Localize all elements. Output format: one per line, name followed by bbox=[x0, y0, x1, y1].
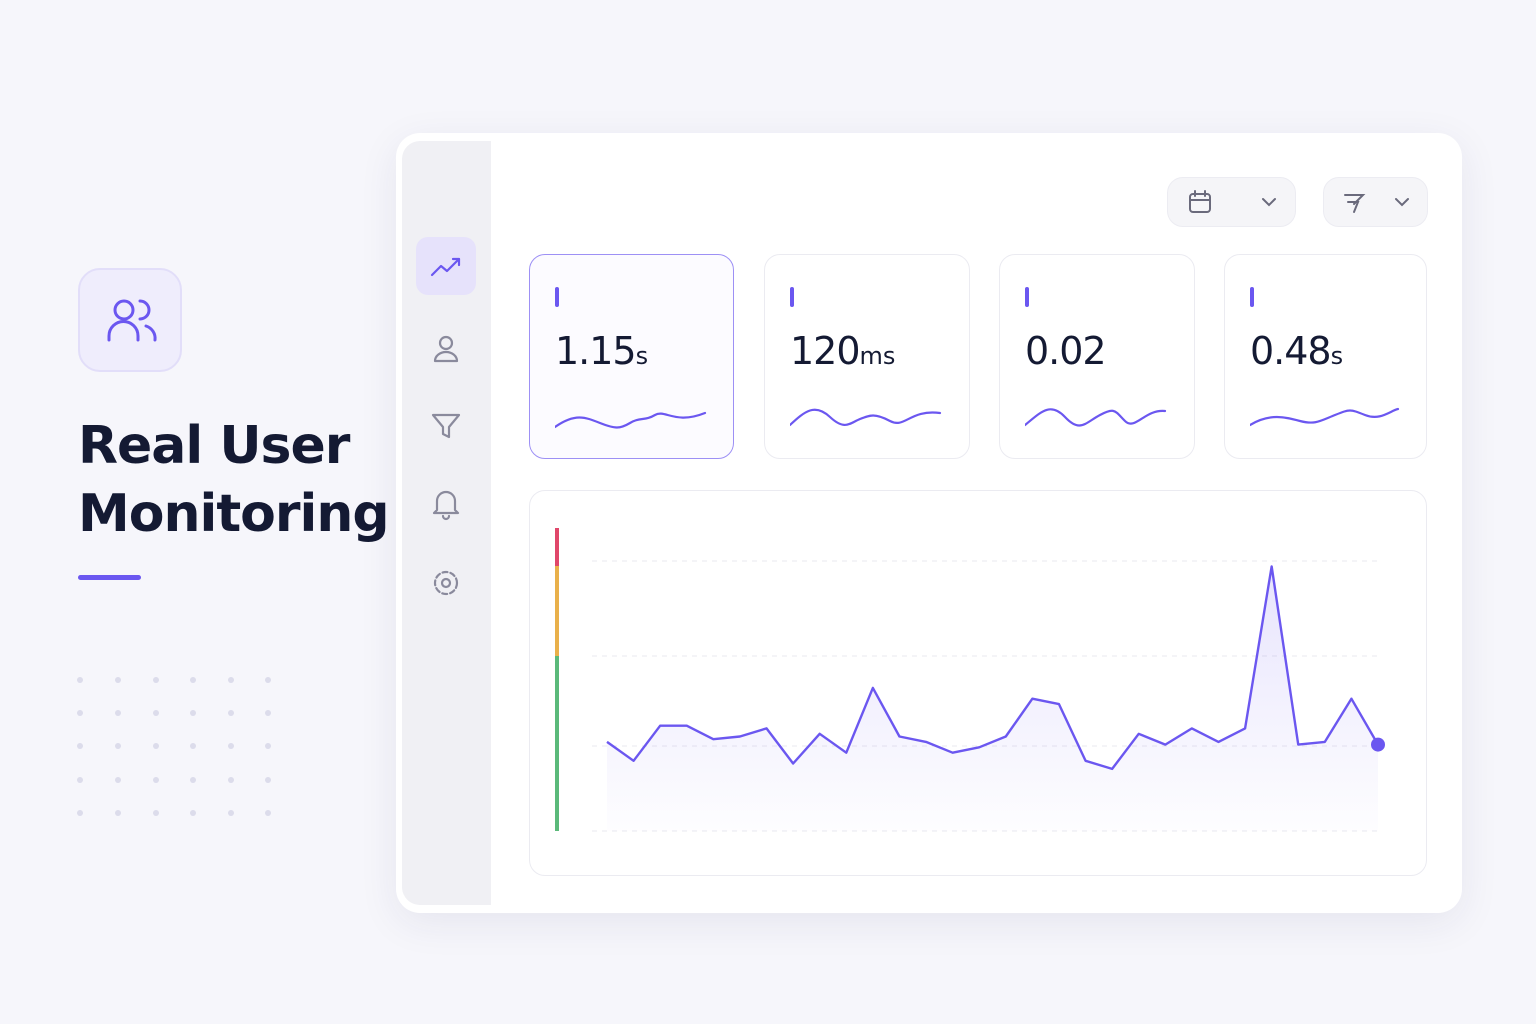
sparkline bbox=[1025, 408, 1167, 427]
filter-dropdown[interactable] bbox=[1323, 177, 1428, 227]
metric-value: 0.48s bbox=[1250, 329, 1343, 373]
metric-number: 0.02 bbox=[1025, 329, 1107, 373]
end-point bbox=[1371, 737, 1385, 752]
card-accent bbox=[790, 287, 794, 307]
metric-number: 1.15 bbox=[555, 329, 637, 373]
underline bbox=[78, 575, 141, 580]
sparkline bbox=[790, 408, 942, 427]
metric-value: 0.02 bbox=[1025, 329, 1107, 373]
threshold-mid bbox=[555, 566, 559, 656]
metric-number: 120 bbox=[790, 329, 861, 373]
threshold-good bbox=[555, 656, 559, 831]
hero-title: Real User Monitoring bbox=[78, 412, 390, 548]
title-line: Monitoring bbox=[78, 484, 390, 544]
card-accent bbox=[1025, 287, 1029, 307]
hero-icon bbox=[78, 268, 182, 372]
metric-card[interactable]: 0.48s bbox=[1224, 254, 1427, 459]
metric-card[interactable]: 1.15s bbox=[529, 254, 734, 459]
title-line: Real User bbox=[78, 416, 350, 476]
area bbox=[607, 566, 1378, 831]
metric-value: 120ms bbox=[790, 329, 895, 373]
metric-card[interactable]: 120ms bbox=[764, 254, 970, 459]
metric-card[interactable]: 0.02 bbox=[999, 254, 1195, 459]
chart bbox=[555, 528, 1385, 832]
date-picker[interactable] bbox=[1167, 177, 1296, 227]
line bbox=[606, 565, 1380, 771]
sparkline bbox=[1250, 407, 1400, 427]
metric-value: 1.15s bbox=[555, 329, 648, 373]
card-accent bbox=[1250, 287, 1254, 307]
card-accent bbox=[555, 287, 559, 307]
metric-number: 0.48 bbox=[1250, 329, 1332, 373]
nav-icons[interactable] bbox=[416, 320, 476, 620]
sparkline bbox=[555, 411, 707, 429]
dot-pattern bbox=[77, 677, 271, 816]
chart-card bbox=[529, 490, 1427, 876]
metric-unit: s bbox=[635, 342, 649, 370]
metric-unit: ms bbox=[859, 342, 896, 370]
nav-active[interactable] bbox=[416, 237, 476, 295]
metric-unit: s bbox=[1330, 342, 1344, 370]
threshold-poor bbox=[555, 528, 559, 566]
